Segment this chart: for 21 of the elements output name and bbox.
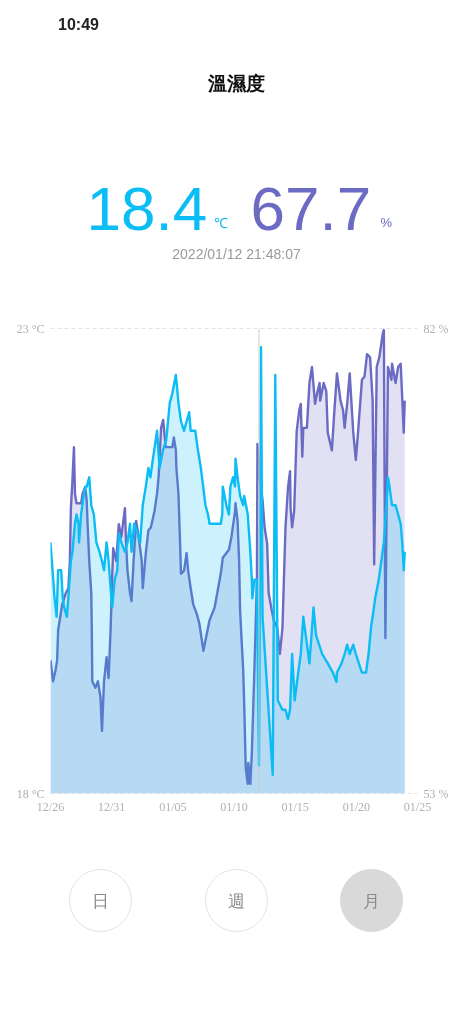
text: % — [380, 215, 393, 230]
x-tick-label: 01/05 — [159, 799, 187, 814]
y-tick-label: 23 °C — [16, 321, 45, 336]
text: 18.4 — [86, 173, 208, 243]
text: 月 — [363, 892, 380, 911]
x-tick-label: 01/10 — [220, 799, 248, 814]
x-tick-label: 01/15 — [281, 799, 309, 814]
x-tick-label: 01/25 — [403, 799, 432, 814]
text: 67.7 — [250, 173, 372, 243]
chart-title: 溫濕度 — [207, 73, 265, 94]
y2-tick-label: 82 % — [423, 321, 449, 336]
x-tick-label: 12/31 — [98, 799, 126, 814]
text: ℃ — [213, 214, 228, 231]
x-tick-label: 01/20 — [342, 799, 371, 814]
text: 週 — [228, 892, 245, 911]
text: 日 — [92, 892, 109, 911]
y-tick-label: 18 °C — [16, 786, 45, 801]
y2-tick-label: 53 % — [423, 786, 449, 801]
text: 2022/01/12 21:48:07 — [172, 245, 301, 262]
x-tick-label: 12/26 — [36, 799, 65, 814]
text: 10:49 — [58, 16, 100, 33]
